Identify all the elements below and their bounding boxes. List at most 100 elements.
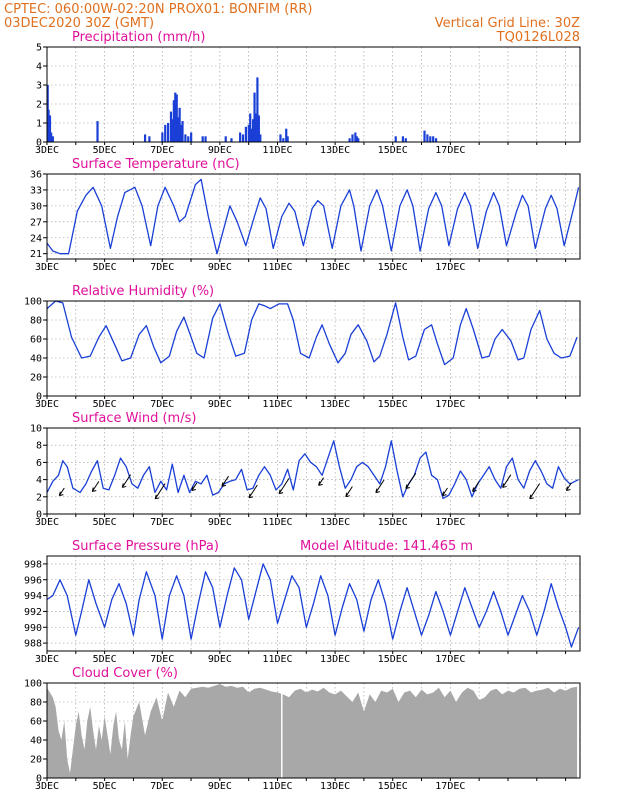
x-tick-label: 5DEC	[93, 145, 117, 156]
x-tick-label: 11DEC	[262, 262, 292, 273]
precip-bar	[169, 111, 173, 142]
precip-bar	[224, 136, 227, 142]
x-tick-label: 11DEC	[262, 399, 292, 410]
wind-arrow-head	[375, 488, 380, 494]
precip-bar	[241, 134, 245, 142]
wind-arrow	[375, 479, 385, 493]
x-tick-label: 7DEC	[150, 781, 174, 792]
y-tick-label: 992	[24, 607, 42, 618]
x-tick-label: 9DEC	[208, 399, 232, 410]
wind-arrow-head	[472, 487, 477, 493]
precip-bar	[143, 134, 147, 142]
precipitation-title: Precipitation (mm/h)	[72, 30, 205, 45]
precip-bar	[282, 138, 285, 142]
x-tick-label: 5DEC	[93, 262, 117, 273]
y-tick-label: 0	[36, 138, 42, 149]
model-altitude: Model Altitude: 141.465 m	[300, 539, 473, 554]
temperature-title: Surface Temperature (nC)	[72, 157, 240, 172]
x-tick-label: 7DEC	[150, 145, 174, 156]
y-tick-label: 0	[36, 774, 42, 785]
precip-bar	[178, 107, 181, 142]
x-tick-label: 5DEC	[93, 781, 117, 792]
precip-bar	[164, 124, 167, 142]
x-tick-label: 15DEC	[378, 781, 408, 792]
y-tick-label: 1	[36, 119, 42, 130]
wind-arrow	[221, 475, 229, 487]
y-tick-label: 10	[30, 424, 42, 435]
precip-bar	[190, 132, 193, 142]
y-tick-label: 20	[30, 755, 42, 766]
precip-bar	[204, 136, 207, 142]
precip-bar	[253, 92, 256, 142]
precip-bar	[201, 136, 204, 142]
wind-arrow-head	[191, 486, 196, 491]
x-tick-label: 13DEC	[320, 145, 350, 156]
x-tick-label: 17DEC	[435, 517, 465, 528]
precip-bar	[250, 128, 253, 142]
precip-bar	[96, 121, 99, 142]
precip-bar	[175, 94, 178, 142]
precip-bar	[357, 138, 360, 142]
x-tick-label: 13DEC	[320, 654, 350, 665]
x-tick-label: 13DEC	[320, 262, 350, 273]
wind-title: Surface Wind (m/s)	[72, 411, 196, 426]
wind-arrow-head	[121, 483, 127, 488]
precip-bar	[51, 136, 54, 142]
cloud-panel: Cloud Cover (%) 0 20 40 60 80 100 3DEC 5DEC 7DEC…	[24, 666, 581, 792]
y-tick-label: 21	[30, 249, 42, 260]
wind-arrow	[248, 484, 258, 499]
y-tick-label: 27	[30, 217, 42, 228]
y-tick-label: 20	[30, 373, 42, 384]
temp-line	[46, 178, 580, 255]
precip-bar	[47, 109, 50, 142]
y-tick-label: 80	[30, 316, 42, 327]
precip-bar	[174, 92, 177, 142]
precip-bar	[167, 123, 170, 142]
humidity-title: Relative Humidity (%)	[72, 284, 214, 299]
wind-arrow	[472, 481, 480, 492]
header-station: CPTEC: 060:00W-02:20N PROX01: BONFIM (RR…	[4, 2, 312, 17]
pressure-title: Surface Pressure (hPa)	[72, 539, 219, 554]
precip-bar	[171, 119, 174, 142]
panel-frame	[46, 46, 581, 143]
panel-frame	[46, 300, 581, 397]
x-tick-label: 11DEC	[262, 145, 292, 156]
x-tick-label: 3DEC	[35, 517, 59, 528]
x-tick-label: 9DEC	[208, 781, 232, 792]
wind-arrow-head	[58, 491, 64, 497]
y-tick-label: 4	[36, 475, 42, 486]
x-tick-label: 15DEC	[378, 262, 408, 273]
precip-bar	[432, 136, 435, 142]
wind-arrow	[121, 474, 131, 488]
wind-arrow	[154, 483, 166, 500]
wind-arrow-head	[221, 482, 227, 487]
precip-bar	[239, 132, 242, 142]
wind-arrow-head	[248, 493, 254, 499]
wind-arrow-head	[442, 491, 447, 497]
y-tick-label: 2	[36, 492, 42, 503]
x-tick-label: 3DEC	[35, 145, 59, 156]
y-tick-label: 994	[24, 591, 42, 602]
precip-bar	[354, 132, 357, 142]
x-tick-label: 15DEC	[378, 517, 408, 528]
wind-arrow-head	[502, 483, 507, 488]
y-tick-label: 80	[30, 698, 42, 709]
precip-bar	[148, 136, 151, 142]
x-tick-label: 7DEC	[150, 399, 174, 410]
precip-bar	[179, 124, 183, 142]
y-tick-label: 990	[24, 623, 42, 634]
wind-arrow-head	[318, 481, 323, 486]
y-tick-label: 988	[24, 639, 42, 650]
cloud-title: Cloud Cover (%)	[72, 666, 178, 681]
y-tick-label: 30	[30, 201, 42, 212]
y-tick-label: 5	[36, 43, 42, 54]
x-tick-label: 15DEC	[378, 654, 408, 665]
precip-bar	[184, 134, 187, 142]
precip-bar	[286, 136, 289, 142]
precip-bar	[401, 136, 405, 142]
pressure-panel: Surface Pressure (hPa) Model Altitude: 1…	[24, 539, 581, 665]
wind-arrow	[345, 486, 353, 497]
x-tick-label: 3DEC	[35, 781, 59, 792]
x-tick-label: 5DEC	[93, 517, 117, 528]
x-tick-label: 17DEC	[435, 262, 465, 273]
